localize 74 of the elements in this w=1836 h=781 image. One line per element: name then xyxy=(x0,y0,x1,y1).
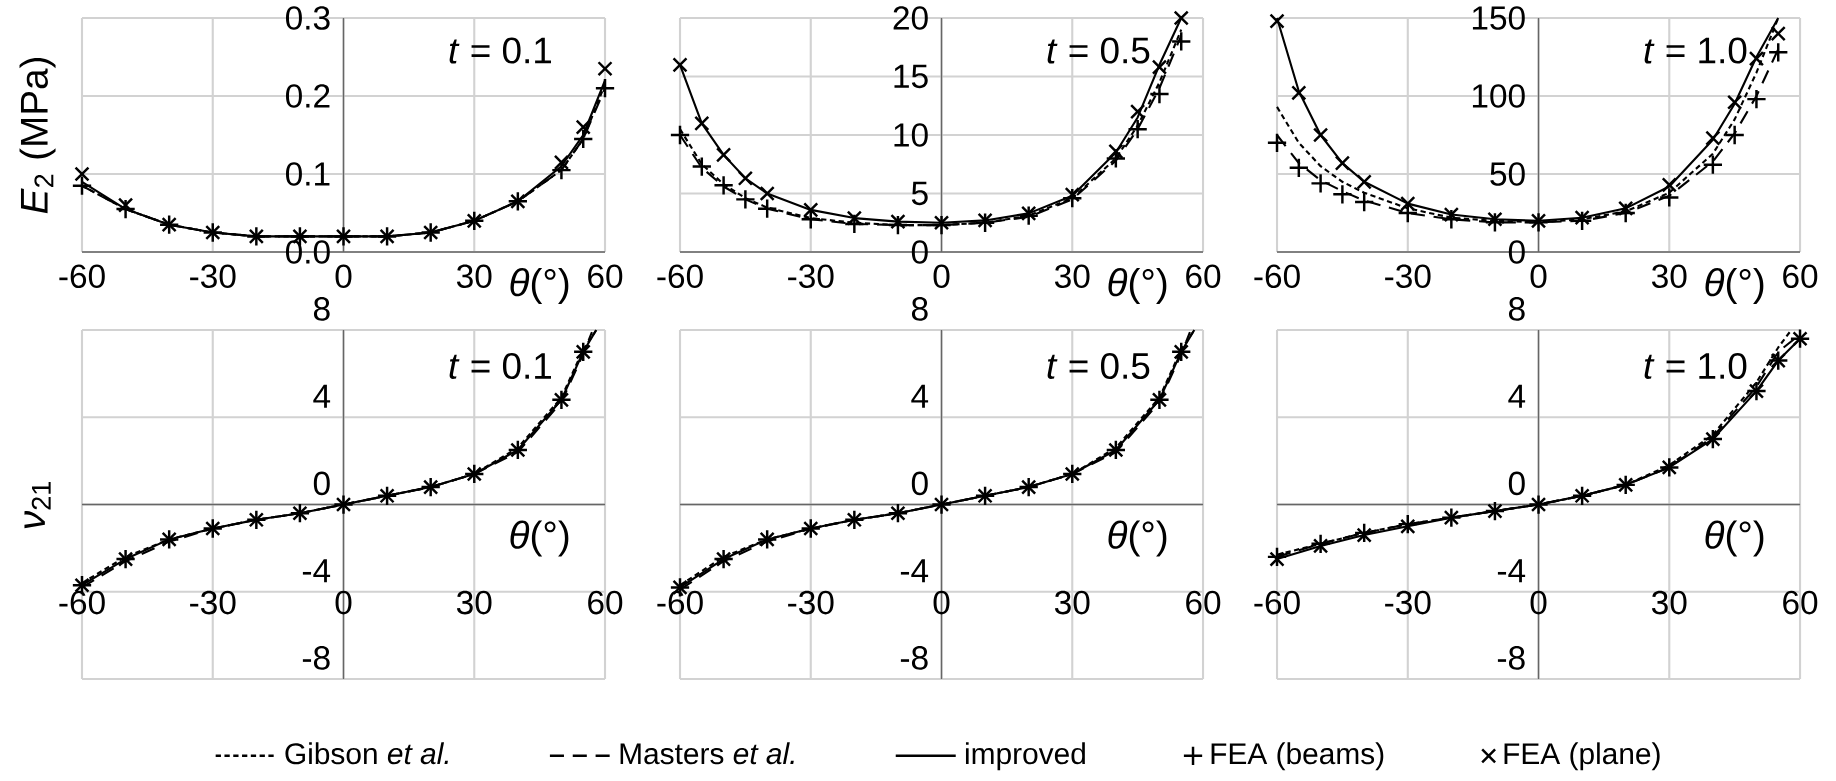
x-tick-label: 60 xyxy=(1186,264,1221,289)
y-tick-label: 50 xyxy=(1490,162,1525,186)
x-tick-label: 60 xyxy=(1783,264,1818,289)
annotation: t = 0.1 xyxy=(449,352,551,380)
y-tick-label: -8 xyxy=(900,646,928,670)
y-tick-label: 0 xyxy=(911,240,928,264)
x-tick-label: 30 xyxy=(1054,264,1090,289)
legend-label: Gibson et al. xyxy=(285,742,448,765)
x-tick-label: 60 xyxy=(1783,590,1818,615)
annotation: t = 1.0 xyxy=(1644,352,1747,380)
y-tick-label: 4 xyxy=(313,384,331,408)
y-tick-label: 0.0 xyxy=(286,240,330,264)
annotation: t = 0.5 xyxy=(1047,37,1150,64)
y-tick-label: 20 xyxy=(893,6,928,30)
x-tick-label: -30 xyxy=(190,264,236,289)
legend-label: Masters et al. xyxy=(620,742,794,765)
annotation: t = 0.5 xyxy=(1047,352,1150,380)
y-tick-label: -4 xyxy=(900,559,929,583)
x-axis-title: θ(°) xyxy=(1705,520,1764,557)
x-tick-label: 30 xyxy=(1651,590,1687,615)
y-tick-label: 4 xyxy=(1508,384,1526,408)
y-tick-label: 100 xyxy=(1472,84,1525,108)
x-tick-label: -30 xyxy=(190,590,236,615)
y-tick-label: 8 xyxy=(911,297,928,321)
x-axis-title: θ(°) xyxy=(510,520,569,557)
x-tick-label: 30 xyxy=(1651,264,1687,289)
x-tick-label: 60 xyxy=(1186,590,1221,615)
x-axis-title: θ(°) xyxy=(1108,267,1167,304)
annotation: t = 0.1 xyxy=(449,37,551,64)
x-tick-label: 30 xyxy=(456,590,492,615)
y-tick-label: -4 xyxy=(302,559,331,583)
x-tick-label: 0 xyxy=(335,264,352,289)
y-tick-label: 0.1 xyxy=(286,162,330,186)
y-tick-label: -8 xyxy=(1497,646,1525,670)
y-tick-label: 0.3 xyxy=(286,6,330,30)
y-tick-label: 0 xyxy=(1508,240,1525,264)
x-tick-label: 30 xyxy=(1054,590,1090,615)
y-tick-label: 150 xyxy=(1472,6,1525,30)
y-tick-label: 4 xyxy=(911,384,929,408)
x-tick-label: -30 xyxy=(1385,590,1431,615)
x-tick-label: -30 xyxy=(1385,264,1431,289)
x-tick-label: 60 xyxy=(588,590,623,615)
x-tick-label: -30 xyxy=(788,590,834,615)
x-tick-label: 0 xyxy=(933,264,950,289)
y-axis-title: ν$_{21}$ xyxy=(24,482,51,529)
x-axis-title: θ(°) xyxy=(1705,267,1764,304)
x-tick-label: -60 xyxy=(1254,264,1300,289)
x-tick-label: 60 xyxy=(588,264,623,289)
x-tick-label: 0 xyxy=(1530,264,1547,289)
y-tick-label: 0.2 xyxy=(286,84,330,108)
x-tick-label: -60 xyxy=(59,264,105,289)
y-tick-label: 5 xyxy=(911,181,928,206)
y-tick-label: 0 xyxy=(313,471,330,496)
legend-label: FEA (plane) xyxy=(1504,742,1660,771)
y-tick-label: 8 xyxy=(1508,297,1525,321)
x-tick-label: -60 xyxy=(59,590,105,615)
legend-label: FEA (beams) xyxy=(1211,742,1384,771)
legend-label: improved xyxy=(965,742,1085,771)
y-tick-label: -4 xyxy=(1497,559,1526,583)
y-tick-label: -8 xyxy=(302,646,330,670)
annotation: t = 1.0 xyxy=(1644,37,1747,64)
x-tick-label: -60 xyxy=(1254,590,1300,615)
x-axis-title: θ(°) xyxy=(510,267,569,304)
y-tick-label: 0 xyxy=(911,471,928,496)
x-tick-label: 30 xyxy=(456,264,492,289)
y-tick-label: 10 xyxy=(894,123,928,147)
y-tick-label: 8 xyxy=(313,297,330,321)
x-tick-label: -60 xyxy=(657,264,703,289)
y-tick-label: 0 xyxy=(1508,471,1525,496)
x-axis-title: θ(°) xyxy=(1108,520,1167,557)
y-axis-title: E$_{2}$ (MPa) xyxy=(19,57,56,214)
x-tick-label: -60 xyxy=(657,590,703,615)
x-tick-label: -30 xyxy=(788,264,834,289)
y-tick-label: 15 xyxy=(894,64,928,89)
